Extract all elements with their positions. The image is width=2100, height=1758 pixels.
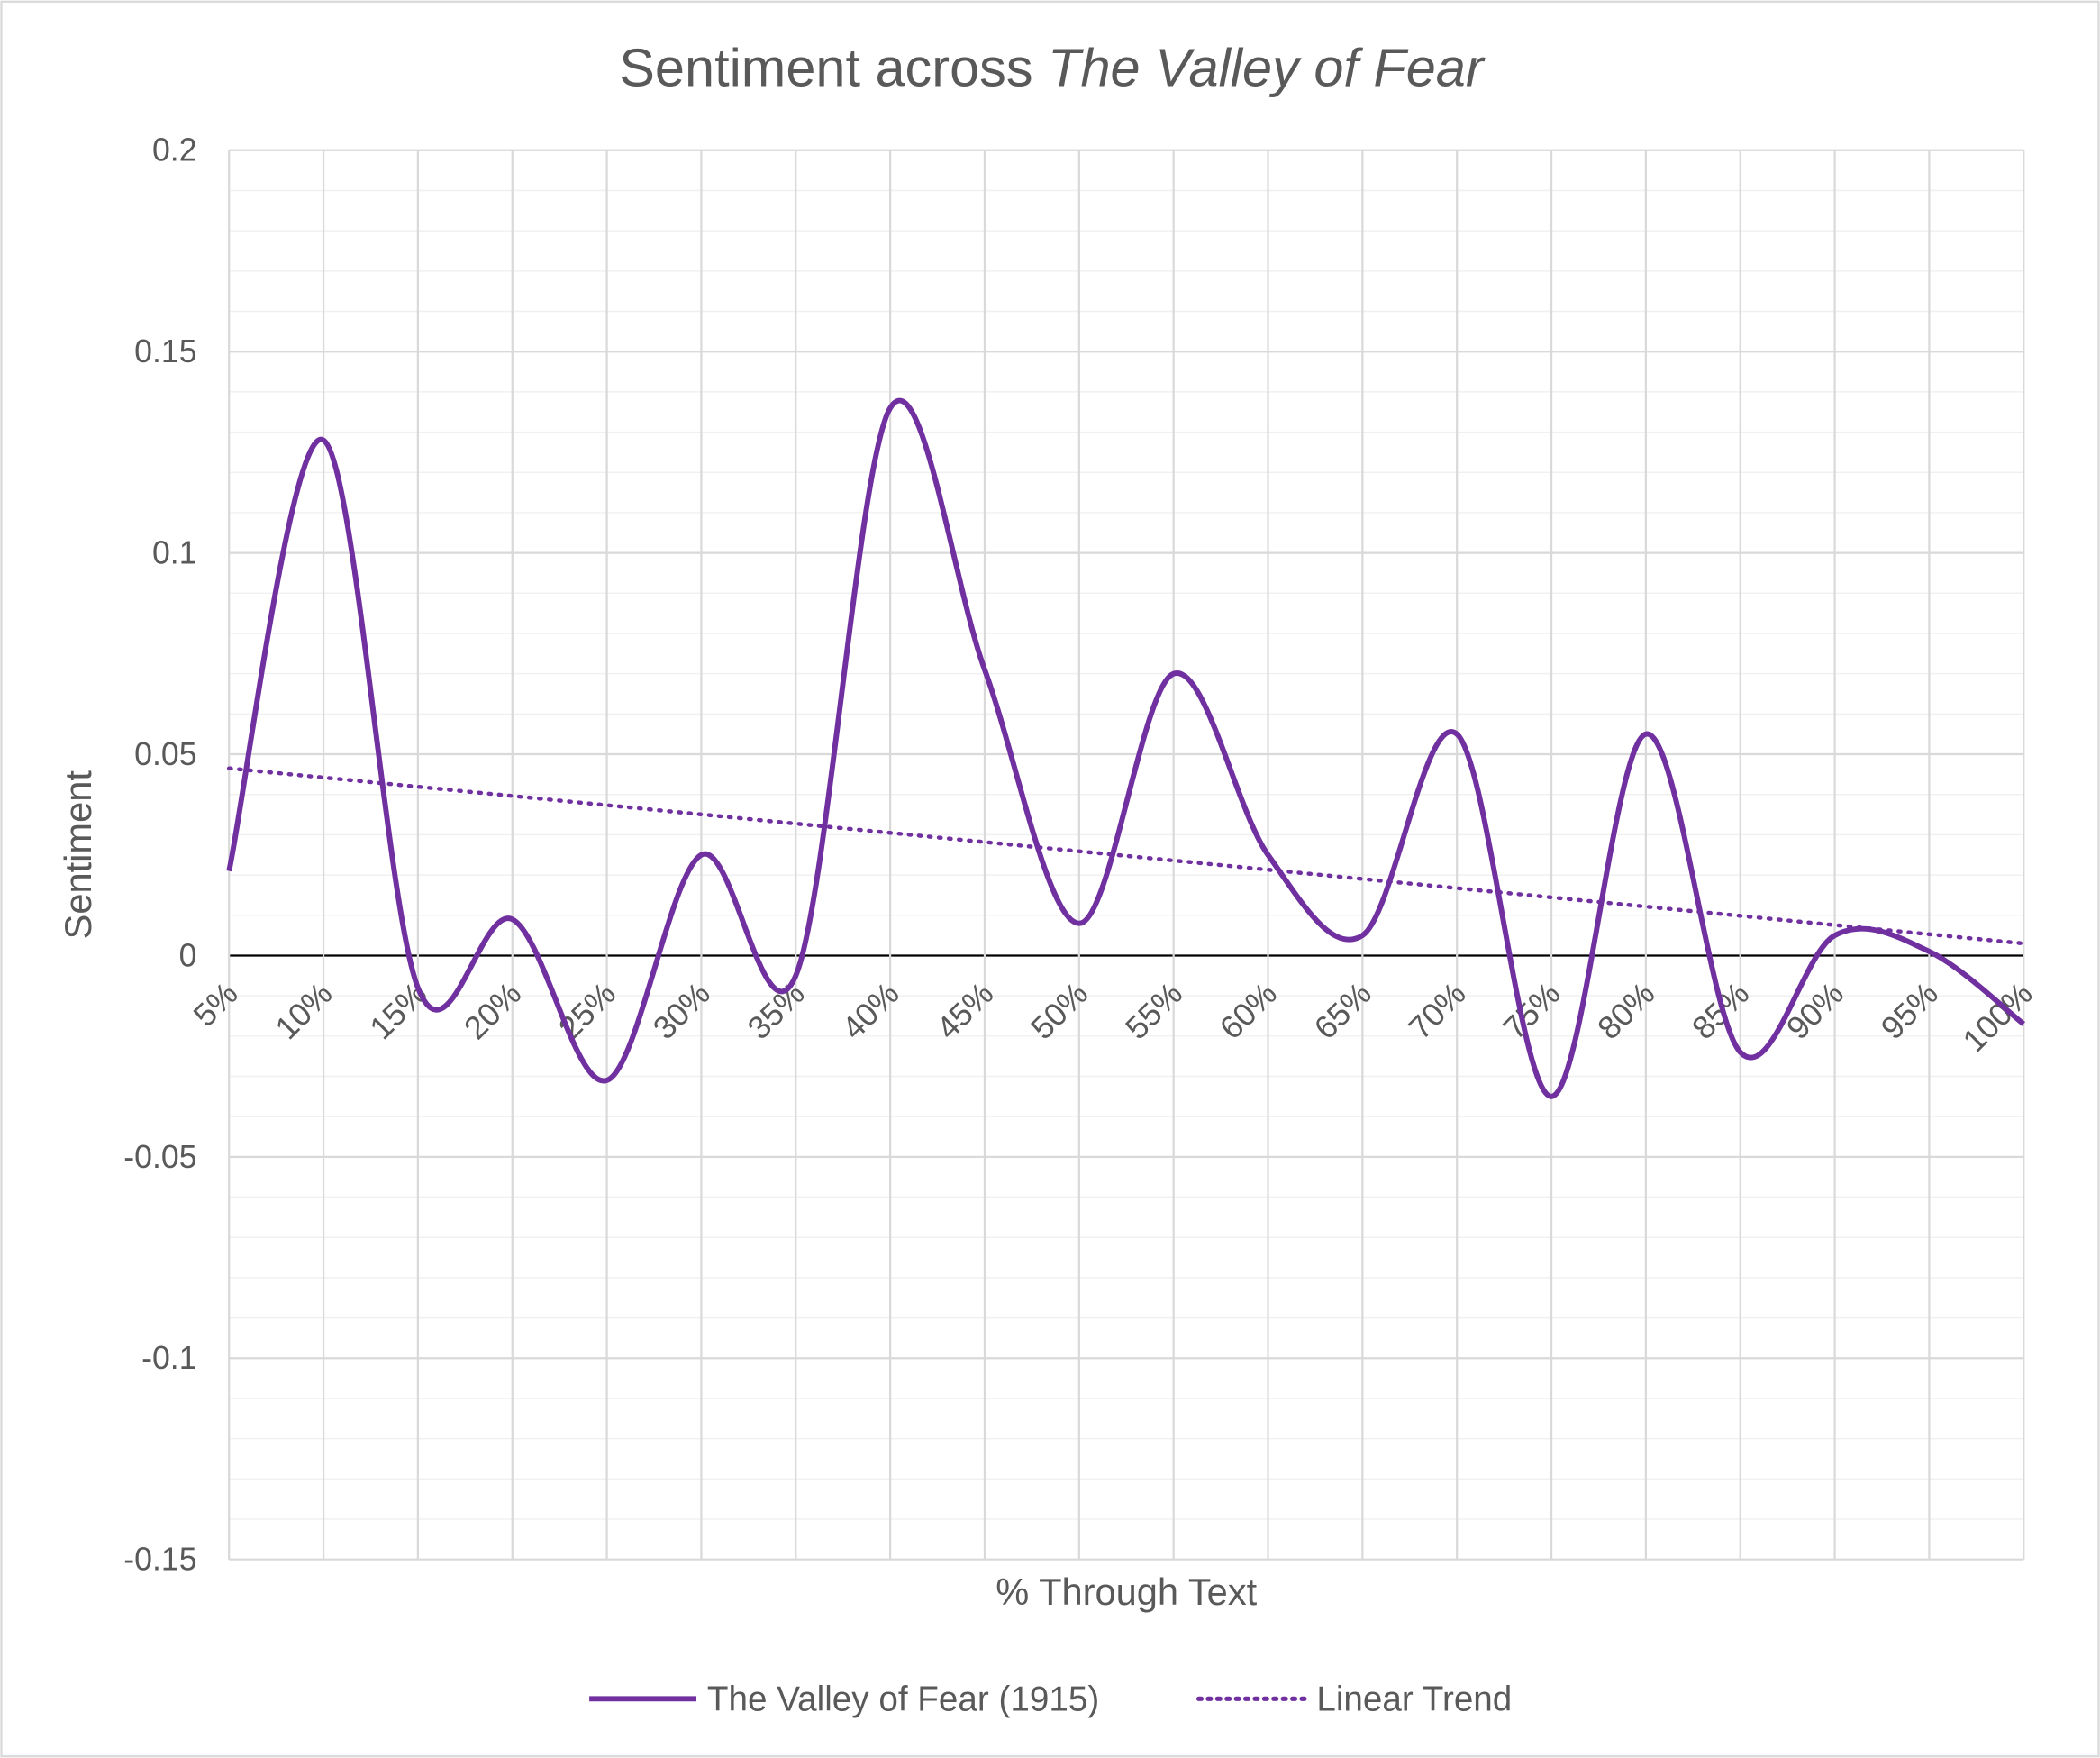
y-tick-label: -0.05 — [123, 1139, 196, 1175]
sentiment-series-line — [226, 397, 2026, 1099]
y-axis-title: Sentiment — [57, 770, 99, 940]
title-italic: The Valley of Fear — [1048, 37, 1486, 97]
y-tick-label: 0.2 — [152, 132, 197, 169]
gridlines — [228, 149, 2025, 1561]
legend-label-trend: Linear Trend — [1316, 1681, 1512, 1719]
title-prefix: Sentiment across — [619, 37, 1048, 97]
y-tick-label: 0 — [179, 937, 197, 973]
y-tick-label: 0.15 — [134, 333, 196, 369]
legend-label-series: The Valley of Fear (1915) — [707, 1681, 1099, 1719]
y-tick-labels: -0.15 -0.1 -0.05 0 0.05 0.1 0.15 0.2 — [123, 132, 196, 1578]
y-tick-label: -0.1 — [141, 1340, 196, 1376]
x-axis-title: % Through Text — [995, 1571, 1257, 1613]
series-layer — [226, 397, 2026, 1099]
y-tick-label: 0.05 — [134, 736, 196, 772]
y-tick-label: -0.15 — [123, 1542, 196, 1578]
linear-trend-line — [226, 766, 2026, 946]
legend: The Valley of Fear (1915) Linear Trend — [589, 1681, 1512, 1719]
y-tick-label: 0.1 — [152, 535, 197, 571]
chart-title: Sentiment across The Valley of Fear — [619, 37, 1486, 97]
